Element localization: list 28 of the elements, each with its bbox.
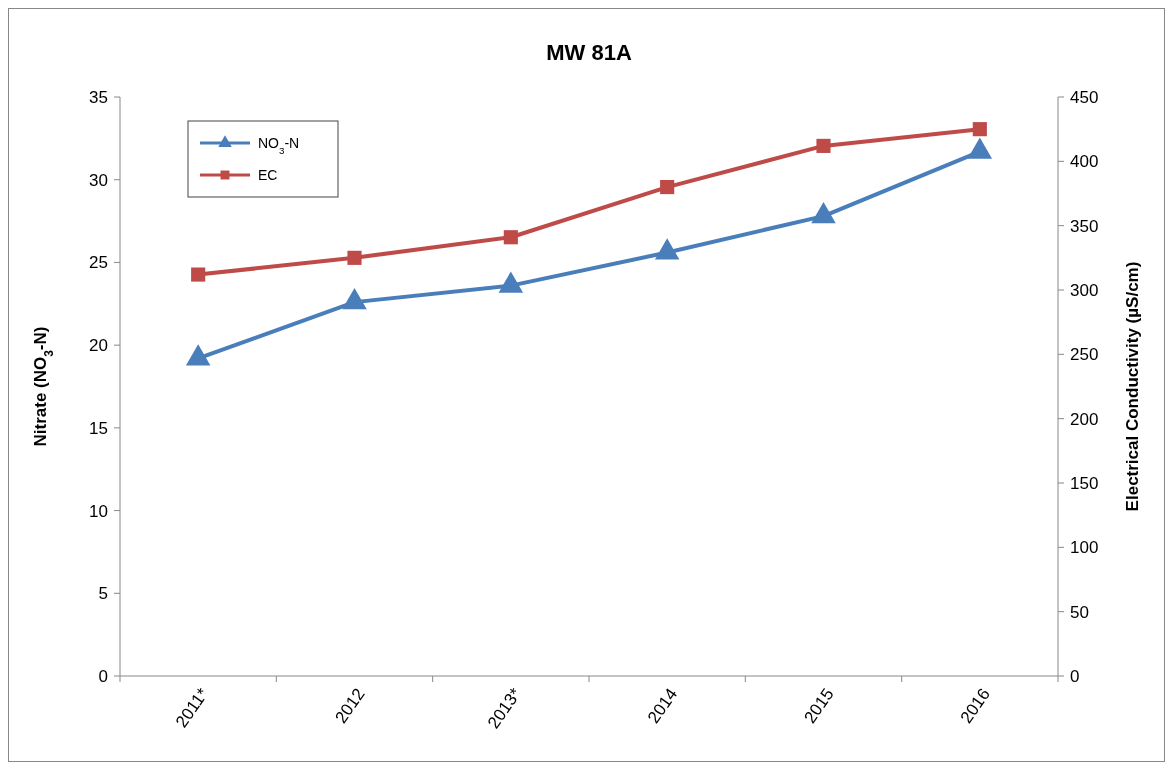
y-tick-label: 25 [89,253,108,273]
y2-tick-label: 300 [1070,280,1099,300]
legend-label: EC [258,166,278,183]
y2-tick-label: 50 [1070,602,1089,622]
y-tick-label: 35 [89,87,108,107]
y2-tick-label: 0 [1070,666,1080,686]
point [503,230,518,245]
y2-tick-label: 200 [1070,409,1099,429]
point [191,267,206,282]
y2-tick-label: 400 [1070,152,1099,172]
y-tick-label: 20 [89,336,108,356]
point [816,138,831,153]
y2-tick-label: 100 [1070,538,1099,558]
y2-tick-label: 250 [1070,345,1099,365]
y2-tick-label: 150 [1070,473,1099,493]
y2-tick-label: 350 [1070,216,1099,236]
y-tick-label: 5 [98,584,108,604]
legend-label: NO$_{3}$-N [258,134,300,156]
point [347,250,362,265]
point [972,122,987,137]
chart-title: MW 81A [546,40,632,65]
y2-tick-label: 450 [1070,87,1099,107]
y2-axis-title: Electrical Conductivity (µS/cm) [1123,261,1142,512]
y-tick-label: 30 [89,170,108,190]
y-tick-label: 15 [89,418,108,438]
y-tick-label: 0 [98,666,108,686]
point [660,180,675,195]
y-tick-label: 10 [89,501,108,521]
